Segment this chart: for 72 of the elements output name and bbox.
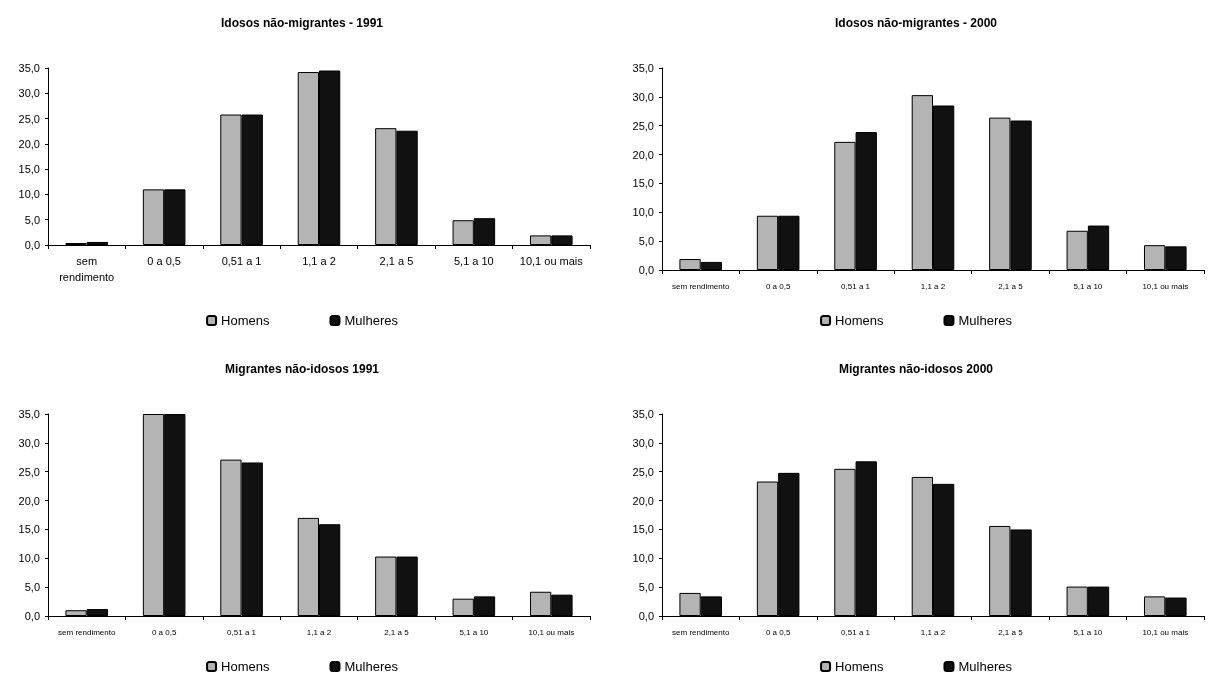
x-tick-label: 1,1 a 2: [920, 627, 946, 637]
x-tick-label: sem rendimento: [672, 627, 730, 637]
y-tick-label: 0,0: [638, 264, 654, 276]
y-tick-label: 25,0: [632, 119, 654, 132]
y-tick-label: 0,0: [24, 610, 40, 622]
x-tick-label: 10,1 ou mais: [528, 627, 575, 637]
y-tick-label: 25,0: [18, 112, 40, 125]
y-tick-label: 15,0: [18, 523, 40, 536]
y-tick-label: 30,0: [632, 436, 654, 449]
x-tick-label: 5,1 a 10: [453, 255, 494, 267]
legend-label: Mulheres: [958, 313, 1013, 328]
y-tick-label: 30,0: [632, 90, 654, 103]
y-tick-label: 15,0: [632, 177, 654, 190]
y-tick-label: 5,0: [24, 581, 40, 594]
x-tick-label: 1,1 a 2: [302, 255, 336, 267]
y-tick-label: 30,0: [18, 87, 40, 100]
x-tick-label: sem rendimento: [59, 255, 115, 283]
x-tick-label: 2,1 a 5: [998, 627, 1024, 637]
legend-label: Mulheres: [958, 659, 1013, 674]
y-tick-label: 20,0: [632, 148, 654, 161]
x-tick-label: 10,1 ou mais: [519, 255, 584, 267]
x-tick-label: 10,1 ou mais: [1142, 627, 1189, 637]
y-tick-label: 35,0: [632, 62, 654, 74]
chart-title: Migrantes não-idosos 2000: [838, 362, 994, 376]
x-tick-label: 0 a 0,5: [151, 627, 177, 637]
y-tick-label: 20,0: [18, 494, 40, 507]
y-tick-label: 35,0: [18, 62, 40, 74]
x-tick-label: 2,1 a 5: [379, 255, 414, 267]
x-tick-label: 0 a 0,5: [765, 281, 791, 291]
x-tick-label: 5,1 a 10: [459, 627, 489, 637]
y-tick-label: 15,0: [18, 163, 40, 176]
x-tick-label: 0,51 a 1: [841, 627, 871, 637]
x-tick-label: 0 a 0,5: [765, 627, 791, 637]
x-tick-label: 0,51 a 1: [841, 281, 871, 291]
x-tick-label: 5,1 a 10: [1073, 281, 1103, 291]
x-tick-label: 5,1 a 10: [1073, 627, 1103, 637]
y-tick-label: 5,0: [638, 235, 654, 248]
x-tick-label: 1,1 a 2: [306, 627, 332, 637]
y-tick-label: 25,0: [18, 465, 40, 478]
chart-title: Idosos não-migrantes - 1991: [220, 16, 384, 30]
legend-label: Mulheres: [344, 313, 399, 328]
y-tick-label: 5,0: [24, 213, 40, 226]
x-tick-label: 0,51 a 1: [227, 627, 257, 637]
y-tick-label: 5,0: [638, 581, 654, 594]
x-tick-label: 2,1 a 5: [998, 281, 1024, 291]
x-tick-label: 10,1 ou mais: [1142, 281, 1189, 291]
y-tick-label: 35,0: [632, 408, 654, 420]
x-tick-label: sem rendimento: [672, 281, 730, 291]
x-tick-label: 0 a 0,5: [147, 255, 181, 267]
y-tick-label: 15,0: [632, 523, 654, 536]
legend-label: Homens: [835, 659, 884, 674]
y-tick-label: 10,0: [18, 552, 40, 565]
x-tick-label: 2,1 a 5: [384, 627, 410, 637]
legend-label: Mulheres: [344, 659, 399, 674]
x-tick-label: 0,51 a 1: [221, 255, 262, 267]
y-tick-label: 20,0: [18, 137, 40, 150]
chart-title: Idosos não-migrantes - 2000: [834, 16, 998, 30]
legend-label: Homens: [221, 313, 270, 328]
legend-label: Homens: [221, 659, 270, 674]
y-tick-label: 30,0: [18, 436, 40, 449]
x-tick-label: 1,1 a 2: [920, 281, 946, 291]
y-tick-label: 25,0: [632, 465, 654, 478]
y-tick-label: 0,0: [24, 239, 40, 251]
y-tick-label: 35,0: [18, 408, 40, 420]
y-tick-label: 0,0: [638, 610, 654, 622]
x-tick-label: sem rendimento: [58, 627, 116, 637]
y-tick-label: 10,0: [18, 188, 40, 201]
y-tick-label: 20,0: [632, 494, 654, 507]
chart-title: Migrantes não-idosos 1991: [224, 362, 380, 376]
legend-label: Homens: [835, 313, 884, 328]
y-tick-label: 10,0: [632, 206, 654, 219]
y-tick-label: 10,0: [632, 552, 654, 565]
